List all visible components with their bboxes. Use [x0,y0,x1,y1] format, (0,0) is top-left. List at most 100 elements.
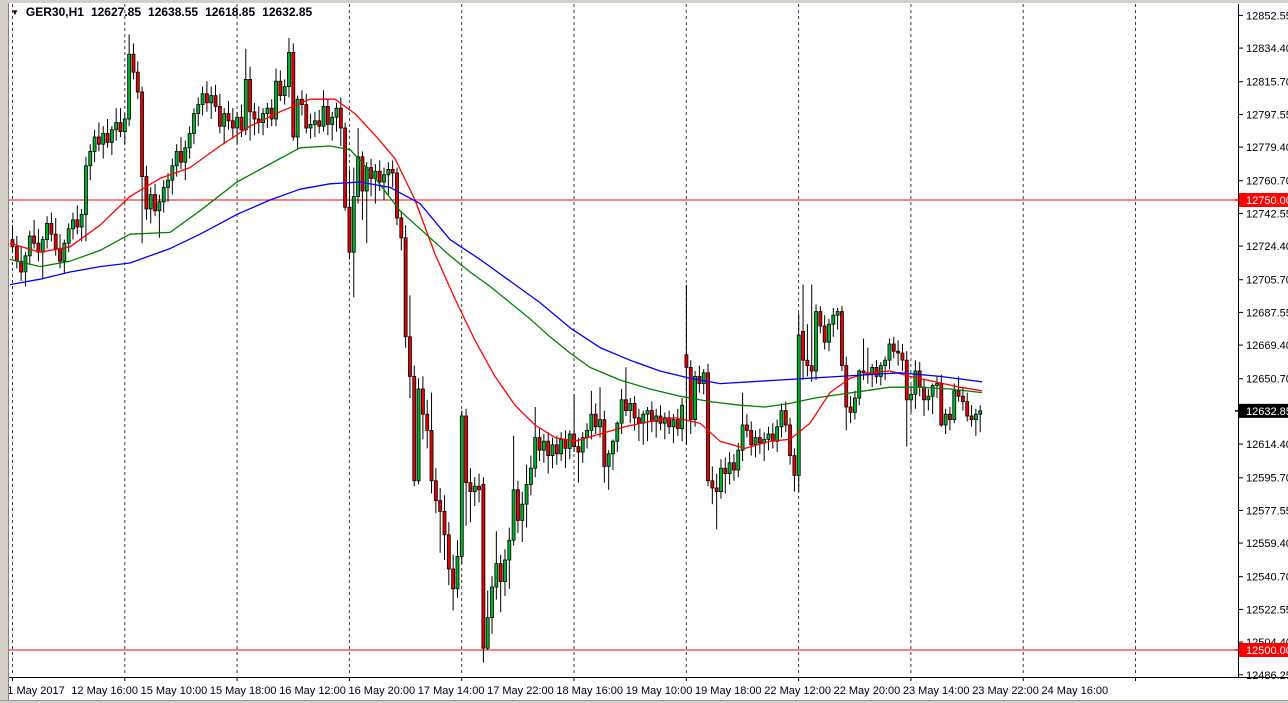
bear-candle [792,448,797,492]
symbol-marker-icon: ▼ [11,8,19,17]
price-axis-label: 12797.55 [1246,109,1288,121]
bear-candle [637,408,641,442]
bear-candle [75,205,80,235]
bear-candle [10,225,15,253]
bear-candle [477,473,481,503]
bear-candle [153,183,157,217]
bull-candle [978,405,983,433]
bull-candle [157,194,162,238]
price-axis-label: 12522.55 [1246,604,1288,616]
price-axis-label: 12650.70 [1246,374,1288,386]
bear-candle [105,119,110,148]
bull-candle [511,435,516,546]
bear-candle [338,97,343,146]
bull-candle [619,389,624,434]
bull-candle [122,113,127,145]
symbol-timeframe-label: GER30,H1 [25,5,84,19]
bull-candle [127,34,132,127]
bear-candle [658,405,663,431]
bull-candle [628,398,633,424]
bull-candle [308,113,313,139]
bull-candle [753,430,758,458]
bull-candle [92,129,97,163]
bear-candle [403,225,408,348]
bull-candle [541,434,546,463]
bull-candle [507,527,512,589]
bear-candle [343,122,348,211]
bear-candle [546,432,551,474]
hline-layer[interactable] [9,199,1238,651]
bull-candle [814,304,818,380]
bull-candle [926,389,931,411]
bull-candle [386,162,391,195]
plot-frame [8,0,1288,703]
bull-candle [101,126,106,159]
bull-candle [455,540,460,598]
bull-candle [796,313,801,492]
price-axis-label: 12705.70 [1246,275,1288,287]
bear-candle [956,376,961,402]
ohlc-low-value: 12618.85 [205,5,256,19]
bear-candle [710,466,715,505]
bull-candle [382,167,386,200]
window-top-border [0,0,1288,3]
bear-candle [213,84,218,112]
bear-candle [900,344,905,371]
bear-candle [891,336,896,359]
bull-candle [109,126,114,155]
price-axis-label: 12815.70 [1246,77,1288,89]
bull-candle [416,378,421,485]
bear-candle [822,315,827,350]
bull-candle [351,167,356,298]
bear-candle [904,351,909,447]
bear-candle [179,137,183,170]
bull-candle [585,423,589,449]
chart-ohlc-header: ▼ GER30,H1 12627.85 12638.55 12618.85 12… [11,5,312,19]
bull-candle [243,48,248,136]
support-line-tag: 12500.00 [1235,643,1288,657]
time-axis-label: 17 May 14:00 [418,685,485,697]
bull-candle [529,455,533,496]
ohlc-close-value: 12632.85 [262,5,313,19]
price-axis: 12852.55 12834.40 12815.70 12797.55 12779.40… [1239,10,1288,682]
svg-text:12632.85: 12632.85 [1246,406,1288,418]
bull-candle [887,338,892,370]
price-axis-label: 12486.25 [1246,670,1288,682]
bull-candle [550,437,555,469]
bull-candle [312,111,317,137]
bear-candle [770,423,775,449]
bear-candle [809,284,814,382]
bull-candle [559,432,564,461]
bull-candle [835,308,840,330]
bull-candle [567,430,572,460]
bull-candle [282,79,287,105]
time-axis-label: 16 May 20:00 [349,685,416,697]
price-axis-label: 12852.55 [1246,10,1288,22]
bull-candle [727,452,732,485]
bear-candle [248,66,253,141]
bear-candle [572,394,576,452]
bull-candle [827,318,831,352]
price-axis-label: 12669.40 [1246,340,1288,352]
bear-candle [226,101,231,130]
bull-candle [235,111,240,145]
bear-candle [840,306,844,371]
bear-candle [412,365,417,487]
bull-candle [883,356,888,380]
bull-candle [973,408,978,436]
bull-candle [671,414,676,443]
time-axis-label: 23 May 14:00 [903,685,970,697]
bear-candle [204,81,209,112]
ma-mid-green-line [9,145,983,408]
price-axis-label: 12595.70 [1246,473,1288,485]
bear-candle [464,408,469,526]
bear-candle [399,210,404,251]
bear-candle [723,457,728,494]
time-axis-label: 15 May 10:00 [141,685,208,697]
resistance-line-tag: 12750.00 [1235,193,1288,207]
bear-candle [749,421,754,456]
bear-candle [818,306,823,334]
bull-candle [261,108,265,136]
bear-candle [675,408,680,436]
